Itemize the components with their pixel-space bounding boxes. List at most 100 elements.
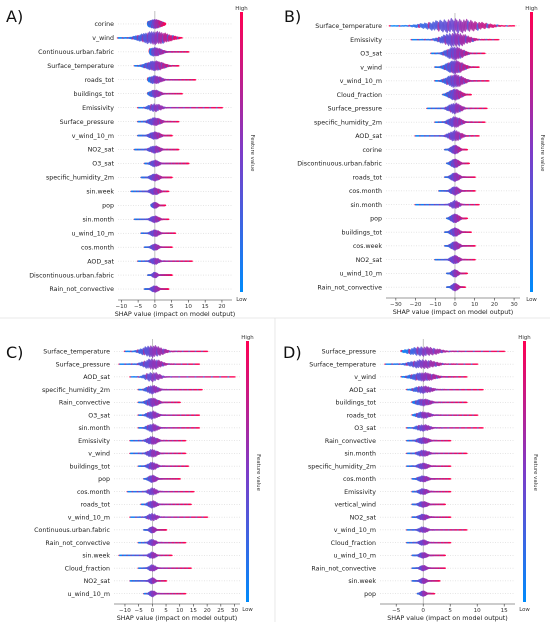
feature-label: corine: [362, 147, 382, 154]
swarm-point: [197, 414, 201, 416]
feature-label: Emissivity: [350, 37, 382, 44]
swarm-point: [170, 246, 173, 248]
feature-label: v_wind_10_m: [72, 133, 114, 140]
feature-label: Surface_pressure: [60, 119, 114, 126]
feature-label: Cloud_fraction: [337, 92, 382, 99]
swarm-point: [178, 478, 182, 480]
feature-label: O3_sat: [88, 412, 110, 419]
shap-panel-b: B)Surface_temperatureEmissivityO3_satv_w…: [284, 6, 545, 316]
feature-label: cos.month: [349, 188, 382, 195]
feature-label: roads_tot: [353, 174, 383, 181]
feature-label: corine: [94, 21, 114, 28]
colorbar: [240, 12, 243, 292]
feature-label: specific_humidity_2m: [314, 119, 382, 126]
swarm-point: [233, 376, 236, 378]
panel-label: B): [284, 7, 301, 26]
feature-label: cos.month: [77, 489, 110, 496]
feature-label: v_wind: [88, 451, 110, 458]
x-axis-label: SHAP value (impact on model output): [115, 310, 236, 318]
x-axis-label: SHAP value (impact on model output): [393, 308, 514, 316]
swarm-point: [477, 135, 480, 137]
feature-label: Emissivity: [82, 105, 114, 112]
swarm-point: [477, 66, 480, 68]
swarm-point: [183, 439, 187, 442]
colorbar-high-label: High: [235, 6, 247, 12]
panel-label: A): [6, 7, 23, 26]
feature-label: NO2_sat: [88, 147, 115, 154]
swarm-point: [205, 350, 209, 353]
feature-label: roads_tot: [85, 77, 115, 84]
feature-label: NO2_sat: [356, 257, 383, 264]
feature-label: Discontinuous.urban.fabric: [297, 161, 382, 168]
swarm-point: [166, 190, 170, 193]
swarm-point: [183, 452, 187, 455]
feature-label: buildings_tot: [342, 229, 383, 236]
swarm-point: [166, 288, 170, 290]
swarm-point: [220, 106, 224, 109]
swarm-point: [177, 148, 180, 151]
feature-label: u_wind_10_m: [72, 230, 114, 237]
feature-label: cos.week: [353, 243, 382, 250]
swarm-point: [177, 65, 180, 67]
feature-label: cos.month: [81, 244, 114, 251]
swarm-point: [497, 38, 500, 41]
feature-label: roads_tot: [81, 502, 111, 509]
feature-label: Emissivity: [78, 438, 110, 445]
feature-label: Surface_pressure: [328, 106, 382, 113]
feature-label: Surface_temperature: [43, 349, 110, 356]
feature-label: specific_humidity_2m: [42, 387, 110, 394]
swarm-point: [170, 134, 173, 137]
swarm-point: [473, 258, 476, 261]
swarm-point: [170, 274, 173, 276]
swarm-point: [485, 107, 488, 110]
swarm-point: [483, 52, 486, 55]
feature-label: sin.month: [351, 202, 382, 209]
swarm-point: [469, 93, 473, 96]
feature-label: specific_humidity_2m: [46, 175, 114, 182]
swarm-point: [467, 162, 471, 165]
feature-label: v_wind: [360, 64, 382, 71]
feature-label: sin.week: [86, 189, 114, 196]
feature-label: u_wind_10_m: [340, 271, 382, 278]
swarm-point: [477, 203, 480, 206]
swarm-point: [200, 388, 203, 391]
feature-label: pop: [102, 203, 114, 210]
feature-label: buildings_tot: [74, 91, 115, 98]
swarm-point: [463, 286, 467, 288]
feature-label: v_wind_10_m: [68, 514, 110, 521]
swarm-point: [166, 218, 170, 221]
swarm-point: [187, 162, 190, 165]
shap-panel-c: C) Surface_temperatureSurface_pressureAOD…: [6, 335, 261, 622]
swarm-point: [512, 25, 516, 27]
colorbar-low-label: Low: [236, 297, 247, 303]
swarm-point: [473, 190, 476, 192]
colorbar-title: Feature value: [249, 135, 255, 172]
swarm-point: [177, 120, 180, 123]
swarm-point: [186, 465, 190, 467]
feature-label: Continuous.urban.fabric: [38, 49, 114, 56]
shap-panel-a: A) corinev_windContinuous.urban.fabricSur…: [6, 6, 255, 318]
swarm-point: [192, 490, 195, 493]
swarm-point: [163, 204, 167, 207]
feature-label: pop: [370, 216, 382, 223]
swarm-point: [187, 51, 190, 53]
feature-label: pop: [98, 476, 110, 483]
feature-label: sin.month: [83, 216, 114, 223]
swarm-point: [469, 231, 473, 233]
feature-label: buildings_tot: [70, 463, 111, 470]
swarm-point: [190, 260, 194, 262]
swarm-point: [180, 92, 184, 95]
feature-label: O3_sat: [92, 161, 114, 168]
swarm-point: [465, 217, 469, 220]
swarm-point: [465, 148, 469, 151]
colorbar: [530, 12, 533, 292]
swarm-point: [178, 401, 182, 404]
swarm-point: [483, 121, 486, 123]
feature-label: O3_sat: [360, 51, 382, 58]
swarm-point: [487, 80, 490, 82]
feature-label: Rain_not_convective: [49, 286, 114, 293]
feature-label: AOD_sat: [87, 258, 114, 265]
feature-label: Surface_temperature: [47, 63, 114, 70]
swarm-point: [163, 22, 167, 26]
